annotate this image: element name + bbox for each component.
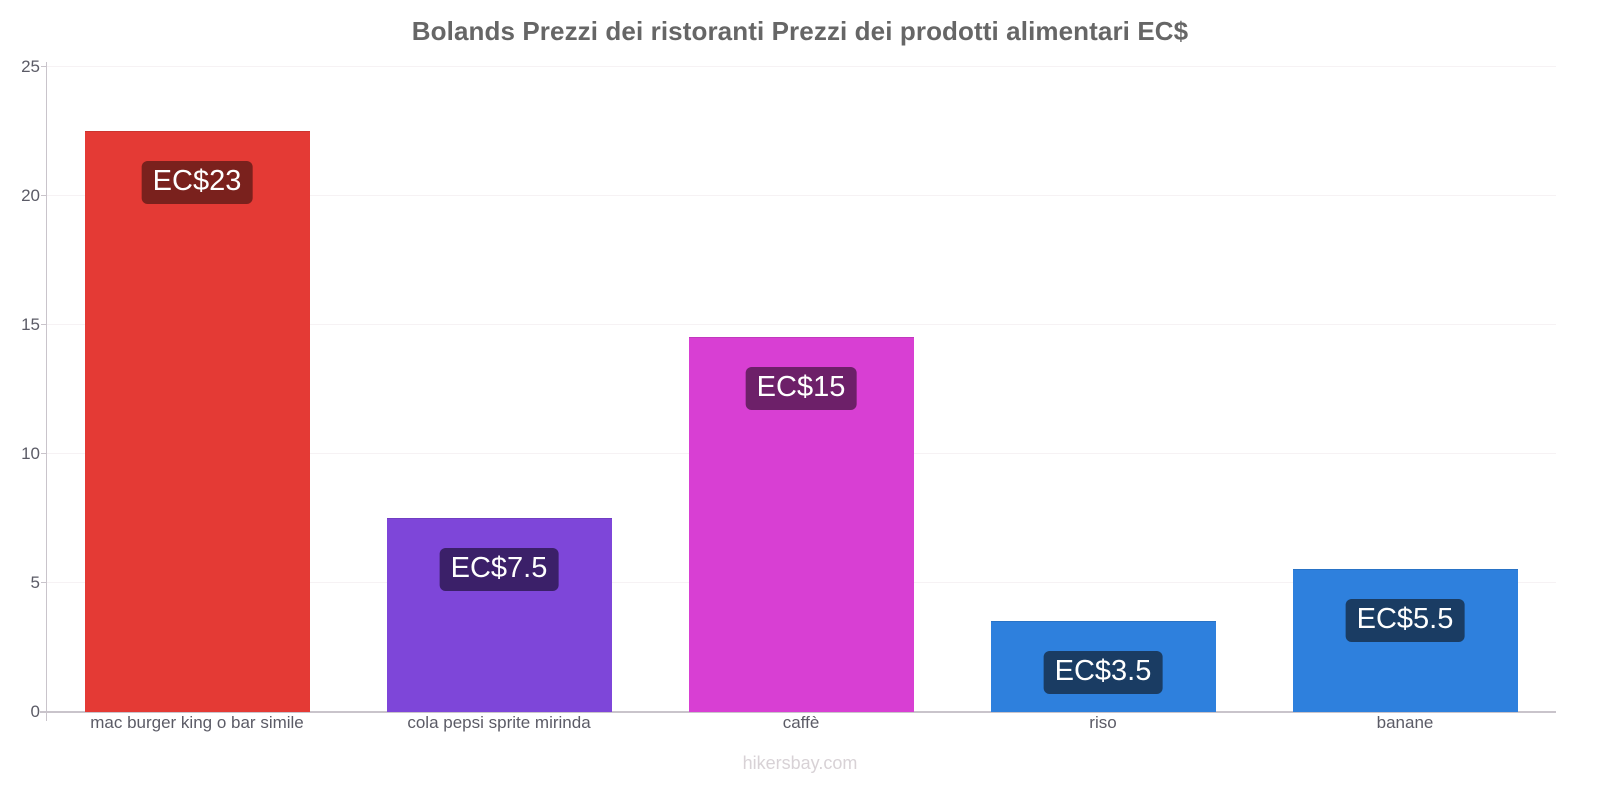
gridline: [46, 66, 1556, 67]
y-axis-tick-label: 10: [21, 444, 40, 463]
y-axis-tick-labels: 0 5 10 15 20 25: [0, 0, 40, 800]
x-axis-category-label: cola pepsi sprite mirinda: [407, 713, 591, 732]
y-axis-tick-mark: [41, 453, 47, 454]
y-axis-tick-mark: [41, 711, 47, 712]
bar-value-label: EC$3.5: [1043, 650, 1163, 694]
y-axis-tick-mark: [41, 195, 47, 196]
y-axis-tick-mark: [41, 66, 47, 67]
x-axis-category-label: riso: [1089, 713, 1117, 732]
bar-value-label: EC$7.5: [439, 547, 559, 591]
page-title: Bolands Prezzi dei ristoranti Prezzi dei…: [411, 16, 1189, 46]
y-axis-tick-label: 25: [21, 57, 40, 76]
x-axis-category-label: banane: [1376, 713, 1434, 732]
bar-value-label: EC$5.5: [1345, 599, 1465, 643]
x-axis-category-label: caffè: [782, 713, 820, 732]
y-axis-tick-label: 20: [21, 186, 40, 205]
bar-value-label: EC$23: [141, 160, 253, 204]
y-axis-line: [46, 62, 47, 721]
gridline: [46, 324, 1556, 325]
bar-value-label: EC$15: [745, 366, 857, 410]
y-axis-tick-label: 0: [30, 702, 40, 721]
y-axis-tick-label: 5: [30, 573, 40, 592]
gridline: [46, 195, 1556, 196]
x-axis-line: [40, 711, 1556, 713]
source-credit: hikersbay.com: [742, 753, 858, 773]
y-axis-tick-mark: [41, 324, 47, 325]
bar[interactable]: [85, 130, 310, 712]
y-axis-tick-label: 15: [21, 315, 40, 334]
x-axis-category-label: mac burger king o bar simile: [90, 713, 304, 732]
y-axis-tick-mark: [41, 582, 47, 583]
